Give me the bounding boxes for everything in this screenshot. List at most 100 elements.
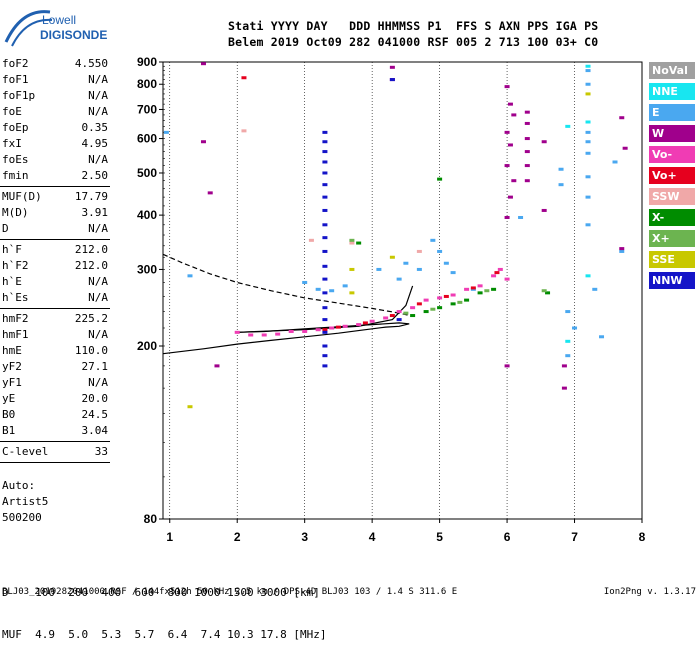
- echo-mark-e: [558, 167, 564, 171]
- echo-mark-x-: [430, 307, 436, 311]
- header-row-1: Stati YYYY DAY DDD HHMMSS P1 FFS S AXN P…: [228, 19, 599, 33]
- param-value: N/A: [88, 73, 108, 86]
- echo-mark-vo-: [342, 324, 348, 328]
- echo-mark-x-: [423, 310, 429, 314]
- echo-mark-w: [200, 62, 206, 66]
- logo-swoosh-icon: [4, 10, 51, 43]
- param-row: C-level 33: [0, 444, 110, 460]
- echo-mark-w: [511, 113, 517, 117]
- echo-mark-nnw: [322, 344, 328, 348]
- auto-label: Auto:: [2, 479, 36, 492]
- param-row: hmE 110.0: [0, 343, 110, 359]
- echo-mark-vo-: [322, 328, 328, 332]
- echo-mark-vo-: [362, 321, 368, 325]
- echo-mark-e: [585, 151, 591, 155]
- param-separator: [0, 441, 110, 442]
- ionogram-chart: 1 2 3 4 5 6 7 8 80 200 300 400 500 600 700 800 900: [137, 55, 646, 544]
- logo-line1: Lowell: [42, 13, 76, 27]
- param-name: hmF1: [2, 328, 29, 341]
- echo-mark-sse: [187, 405, 193, 409]
- echo-mark-vo-: [464, 287, 470, 291]
- legend: NoVal NNE E W Vo- Vo+ SSW X- X+ SSE NNW: [649, 62, 695, 293]
- echo-mark-e: [163, 130, 169, 134]
- echo-mark-w: [507, 195, 513, 199]
- param-row: D N/A: [0, 221, 110, 237]
- echo-mark-e: [585, 223, 591, 227]
- echo-mark-w: [541, 140, 547, 144]
- param-name: B1: [2, 424, 16, 437]
- echo-mark-w: [561, 386, 567, 390]
- trace-curve-profile-dashed: [162, 253, 413, 317]
- echo-mark-e: [396, 277, 402, 281]
- echo-mark-x-: [410, 314, 416, 318]
- echo-mark-w: [524, 137, 530, 141]
- x-tick-label: 4: [369, 530, 376, 544]
- echo-mark-x-: [484, 289, 490, 293]
- echo-mark-vo-: [248, 333, 254, 337]
- echo-mark-w: [504, 164, 510, 168]
- auto-code: 500200: [2, 511, 42, 524]
- echo-mark-nnw: [322, 130, 328, 134]
- echo-mark-vo-: [234, 330, 240, 334]
- echo-mark-e: [443, 261, 449, 265]
- param-row: h`F2 212.0: [0, 258, 110, 274]
- echo-mark-nnw: [322, 236, 328, 240]
- echo-mark-nne: [565, 124, 571, 128]
- logo-line2: DIGISONDE: [40, 28, 107, 42]
- version-label: Ion2Png v. 1.3.17: [603, 587, 696, 597]
- echo-mark-e: [403, 261, 409, 265]
- echo-mark-x-: [491, 287, 497, 291]
- legend-item: E: [649, 104, 695, 121]
- echo-mark-e: [558, 183, 564, 187]
- echo-mark-nnw: [322, 223, 328, 227]
- y-tick-label: 200: [137, 339, 157, 353]
- y-tick-label: 700: [137, 102, 157, 116]
- echo-mark-ssw: [416, 249, 422, 253]
- echo-mark-e: [302, 280, 308, 284]
- echo-mark-nnw: [322, 354, 328, 358]
- echo-mark-e: [592, 287, 598, 291]
- param-row: foF2 4.550: [0, 56, 110, 72]
- param-value: 3.91: [81, 206, 109, 219]
- footer-file-info: BLJ03_2019282041000.RSF / 144fx512h 50 k…: [2, 587, 458, 597]
- param-value: 225.2: [74, 312, 108, 325]
- param-value: 27.1: [81, 360, 109, 373]
- echo-mark-vo-: [491, 274, 497, 278]
- param-separator: [0, 308, 110, 309]
- echo-mark-nnw: [322, 264, 328, 268]
- param-value: 2.50: [81, 169, 109, 182]
- echo-mark-vo-: [315, 328, 321, 332]
- parameter-panel: foF2 4.550 foF1 N/A foF1p N/A foE N/A foEp 0.35 fx…: [0, 56, 110, 465]
- echo-mark-nne: [565, 339, 571, 343]
- y-tick-label: 80: [144, 512, 158, 526]
- echo-mark-x-: [457, 300, 463, 304]
- echo-mark-vo-: [450, 293, 456, 297]
- param-row: M(D) 3.91: [0, 205, 110, 221]
- y-tick-label: 900: [137, 55, 157, 69]
- echo-mark-vo-: [477, 284, 483, 288]
- param-row: fxI 4.95: [0, 136, 110, 152]
- param-name: hmF2: [2, 312, 29, 325]
- x-tick-label: 5: [436, 530, 443, 544]
- x-tick-label: 8: [639, 530, 646, 544]
- param-value: N/A: [88, 328, 108, 341]
- echo-mark-ssw: [241, 129, 247, 133]
- echo-mark-nne: [585, 274, 591, 278]
- param-value: N/A: [88, 105, 108, 118]
- param-name: foEs: [2, 153, 29, 166]
- echo-mark-w: [619, 116, 625, 120]
- param-row: foEs N/A: [0, 152, 110, 168]
- param-name: fxI: [2, 137, 22, 150]
- echo-mark-e: [612, 160, 618, 164]
- param-row: hmF1 N/A: [0, 327, 110, 343]
- header-row-2: Belem 2019 Oct09 282 041000 RSF 005 2 71…: [228, 35, 599, 49]
- echo-mark-nnw: [322, 364, 328, 368]
- echo-mark-w: [524, 110, 530, 114]
- param-row: h`F 212.0: [0, 242, 110, 258]
- echo-mark-x-: [545, 291, 551, 295]
- echo-mark-nne: [585, 120, 591, 124]
- echo-mark-e: [437, 249, 443, 253]
- echo-mark-e: [585, 140, 591, 144]
- param-name: h`E: [2, 275, 22, 288]
- echo-mark-w: [207, 191, 213, 195]
